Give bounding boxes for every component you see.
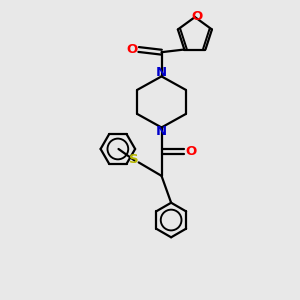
- Text: N: N: [156, 125, 167, 138]
- Text: N: N: [156, 66, 167, 79]
- Text: O: O: [127, 43, 138, 56]
- Text: O: O: [192, 10, 203, 23]
- Text: S: S: [129, 153, 138, 167]
- Text: O: O: [185, 145, 196, 158]
